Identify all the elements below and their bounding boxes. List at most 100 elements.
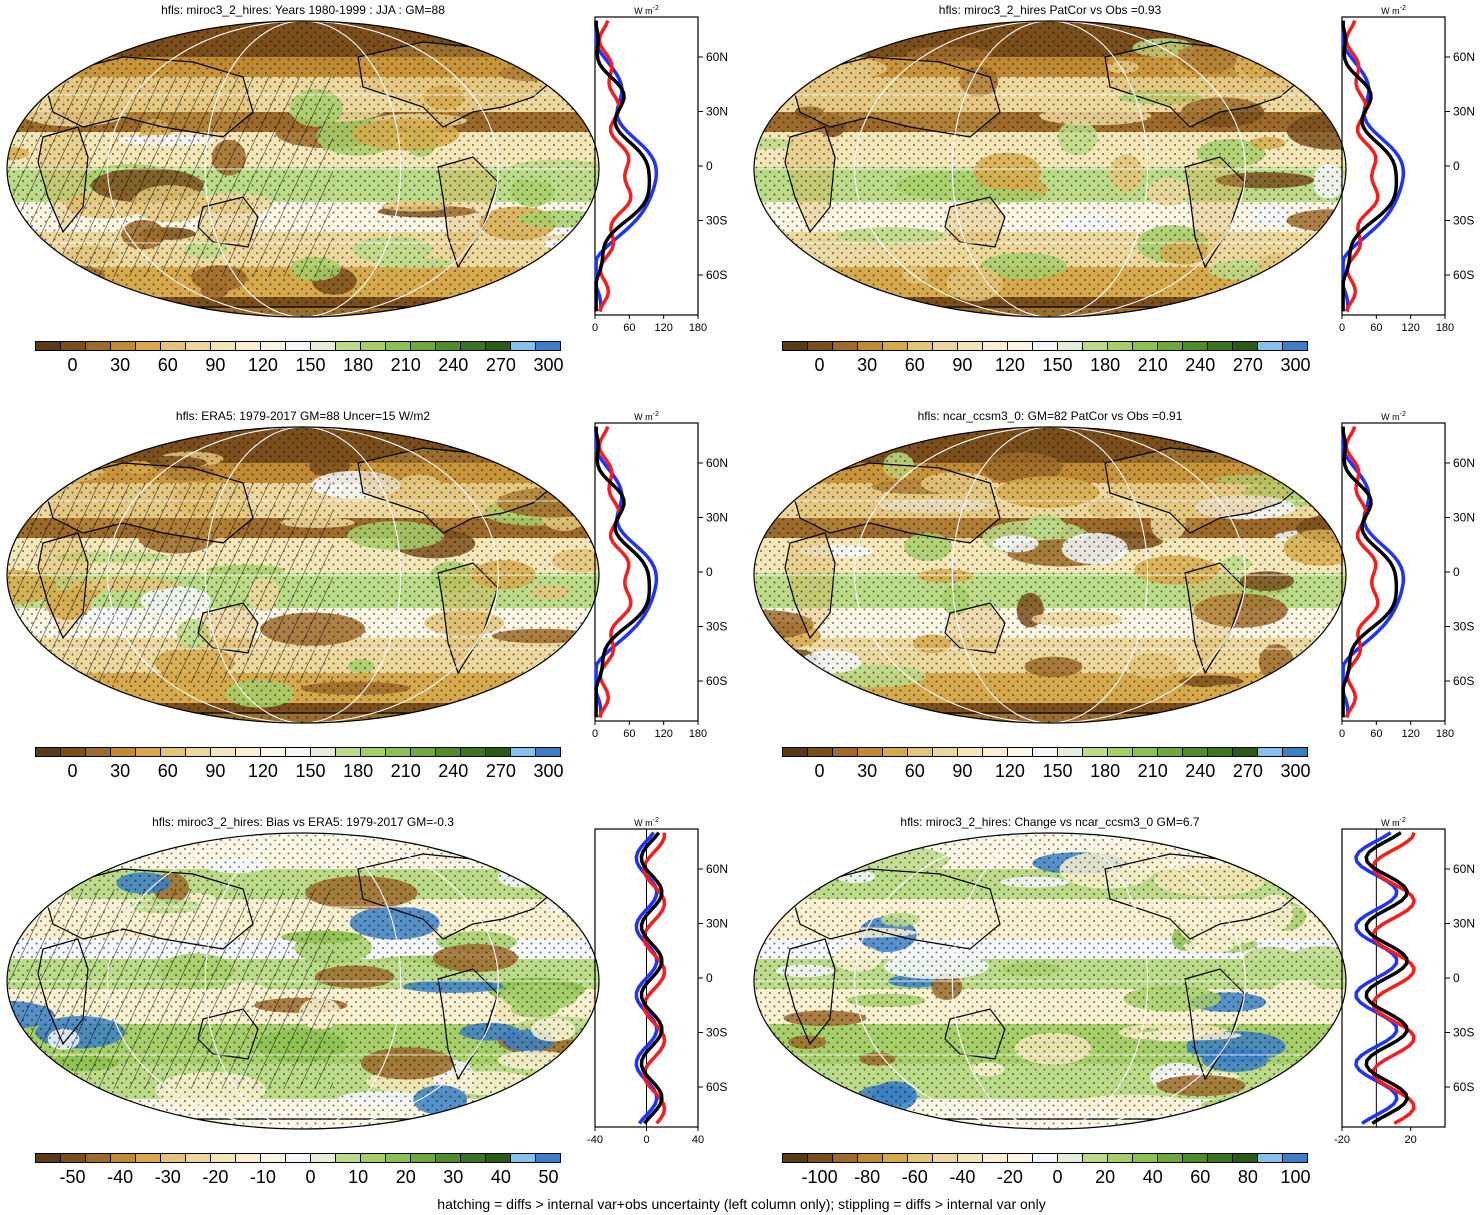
zonal-xtick-label: 0	[1339, 322, 1345, 334]
zonal-unit: W m-2	[1381, 411, 1406, 422]
colorbar-swatch	[933, 342, 958, 350]
colorbar-tick-label: 150	[295, 761, 326, 781]
map-border	[753, 20, 1347, 318]
hatching	[7, 77, 333, 277]
colorbar-swatch	[1058, 342, 1083, 350]
zonal-diff-line	[1344, 19, 1380, 313]
colorbar-swatch	[261, 342, 286, 350]
colorbar-tick-label: 210	[1137, 355, 1168, 375]
colorbar-swatch	[386, 748, 411, 756]
colorbar-swatch	[311, 342, 336, 350]
colorbar-swatch	[1008, 342, 1033, 350]
zonal-diff-line	[597, 425, 633, 719]
colorbar-swatch	[36, 1154, 61, 1162]
colorbar-swatch	[883, 748, 908, 756]
colorbar-swatch	[411, 1154, 436, 1162]
zonal-diff-line	[597, 19, 633, 313]
colorbar-tick-label: -40	[107, 1167, 134, 1187]
colorbar-swatch	[1283, 1154, 1307, 1162]
colorbar-swatch	[1258, 342, 1283, 350]
colorbar-tick-label: 90	[205, 761, 226, 781]
zonal-xtick-label: 60	[623, 322, 635, 334]
colorbar-swatch	[983, 1154, 1008, 1162]
map-ncar	[753, 426, 1347, 724]
colorbar-swatch	[236, 748, 261, 756]
colorbar-swatch	[36, 342, 61, 350]
colorbar-tick-label: -40	[949, 1167, 976, 1187]
zonal-xtick-label: 120	[654, 728, 672, 740]
colorbar-tick-label: 270	[485, 761, 516, 781]
colorbar-tick-label: 40	[1142, 1167, 1163, 1187]
colorbar-swatch	[111, 342, 136, 350]
colorbar-swatch	[161, 342, 186, 350]
colorbar-tick-label: 30	[110, 761, 131, 781]
map-border	[6, 426, 600, 724]
zonal-model-line	[1364, 831, 1409, 1125]
colorbar-swatch	[908, 1154, 933, 1162]
colorbar-tick-label: 120	[994, 761, 1025, 781]
graticule-line	[854, 21, 1246, 317]
colorbar-swatch	[808, 1154, 833, 1162]
colorbar-swatch	[286, 1154, 311, 1162]
colorbar-tick-label: 0	[814, 355, 825, 375]
colorbar-tick-label: 210	[1137, 761, 1168, 781]
field-blob	[7, 1079, 48, 1096]
colorbar-swatch	[808, 748, 833, 756]
colorbar-tick-label: 60	[904, 355, 925, 375]
colorbar-swatches	[782, 341, 1308, 351]
zonal-ytick-label: 60S	[1453, 1080, 1474, 1094]
colorbar-swatch	[1108, 1154, 1133, 1162]
colorbar: 0 30 60 90 120 150 180 210 240 270 300	[35, 747, 563, 781]
colorbar-swatch	[858, 748, 883, 756]
colorbar-tick-label: 80	[1237, 1167, 1258, 1187]
zonal-ytick-label: 30N	[1453, 510, 1475, 524]
colorbar-tick-label: 270	[1232, 355, 1263, 375]
colorbar-swatch	[411, 748, 436, 756]
zonal-xtick-label: 60	[1370, 728, 1382, 740]
colorbar-tick-label: 180	[1090, 761, 1121, 781]
hatching	[7, 483, 333, 683]
colorbar-swatch	[1108, 342, 1133, 350]
colorbar-swatch	[908, 748, 933, 756]
colorbar-swatch	[783, 342, 808, 350]
panel-era5: hfls: ERA5: 1979-2017 GM=88 Uncer=15 W/m…	[3, 409, 743, 809]
colorbar-tick-label: 0	[305, 1167, 316, 1187]
graticule-line	[854, 833, 1246, 1129]
colorbar-swatch	[1283, 342, 1307, 350]
colorbar-swatch	[86, 342, 111, 350]
colorbar-tick-label: -60	[901, 1167, 928, 1187]
zonal-xtick-label: 60	[623, 728, 635, 740]
zonal-xtick-label: 60	[1370, 322, 1382, 334]
colorbar-swatch	[486, 342, 511, 350]
graticule-line	[854, 427, 1246, 723]
colorbar-tick-label: 150	[1042, 355, 1073, 375]
zonal-xtick-label: 0	[643, 1134, 649, 1146]
colorbar-tick-label: 20	[1095, 1167, 1116, 1187]
zonal-xtick-label: 120	[1401, 322, 1419, 334]
colorbar-swatch	[336, 342, 361, 350]
graticule-line	[204, 833, 402, 1129]
colorbar-swatch	[1033, 1154, 1058, 1162]
zonal-xtick-label: 120	[654, 322, 672, 334]
colorbar-swatch	[211, 1154, 236, 1162]
colorbar-swatch	[186, 1154, 211, 1162]
zonal-xtick-label: -20	[1334, 1134, 1350, 1146]
panel-title: hfls: miroc3_2_hires: Years 1980-1999 : …	[161, 3, 445, 17]
zonal-profile-change: W m-2 60N 30N 0 30S 60S -20 20	[1334, 817, 1475, 1146]
zonal-model-line	[594, 20, 652, 312]
footer-note: hatching = diffs > internal var+obs unce…	[437, 1196, 1046, 1212]
colorbar-tick-label: 0	[1052, 1167, 1063, 1187]
colorbar-tick-label: -20	[202, 1167, 229, 1187]
zonal-profile-bias: W m-2 60N 30N 0 30S 60S -40 0 40	[587, 817, 728, 1146]
colorbar-swatch	[1133, 1154, 1158, 1162]
colorbar-swatch	[186, 342, 211, 350]
zonal-ytick-label: 60N	[706, 50, 728, 64]
colorbar-swatch	[136, 748, 161, 756]
colorbar-tick-label: 180	[343, 355, 374, 375]
colorbar-tick-label: 240	[438, 355, 469, 375]
colorbar-swatch	[858, 1154, 883, 1162]
colorbar: -50 -40 -30 -20 -10 0 10 20 30 40 50	[35, 1153, 561, 1187]
graticule-line	[204, 427, 402, 723]
colorbar-swatch	[236, 1154, 261, 1162]
map-miroc-clim	[6, 20, 600, 318]
